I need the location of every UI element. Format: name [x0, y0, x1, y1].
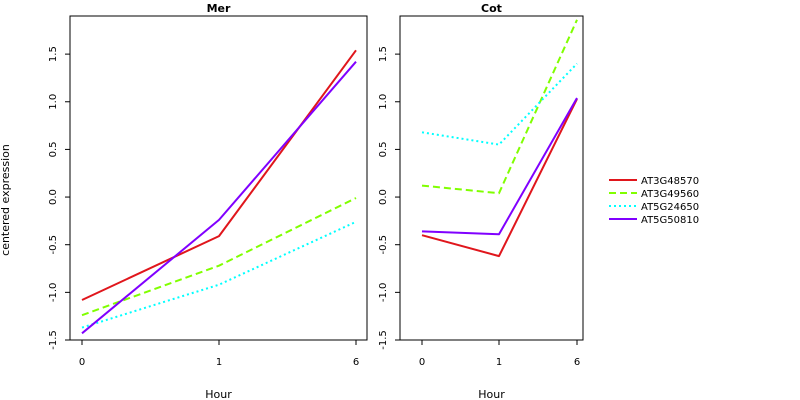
x-tick-label: 6 [353, 357, 359, 368]
legend-label: AT3G49560 [641, 189, 699, 200]
y-tick-label: -1.5 [378, 330, 389, 350]
legend-label: AT3G48570 [641, 176, 699, 187]
y-tick-label: -1.0 [378, 283, 389, 303]
series-line-at3g49560 [421, 19, 578, 195]
x-tick-label: 0 [419, 357, 425, 368]
series-line-at5g50810 [81, 61, 357, 335]
chart-panels: Mer -1.5 -1.0 -0.5 0.0 0.5 1.0 1.5 0 1 6 Hour Cot -1.… [48, 2, 584, 400]
y-tick-label: 1.5 [378, 46, 389, 62]
series-line-at3g48570 [421, 98, 578, 258]
y-axis-title: centered expression [0, 144, 12, 256]
series-line-at3g49560 [81, 197, 357, 317]
panel-mer: Mer -1.5 -1.0 -0.5 0.0 0.5 1.0 1.5 0 1 6 Hour [48, 2, 368, 400]
y-tick-label: -0.5 [48, 235, 59, 255]
y-tick-label: 0.5 [48, 141, 59, 157]
panel-title: Mer [207, 2, 231, 15]
legend-label: AT5G50810 [641, 215, 699, 226]
legend-item: AT5G50810 [609, 215, 699, 226]
series-line-at5g24650 [81, 220, 357, 329]
legend-item: AT3G49560 [609, 189, 699, 200]
y-tick-label: 1.0 [378, 94, 389, 110]
plot-frame [399, 15, 584, 341]
series-line-at5g50810 [421, 97, 578, 236]
y-tick-label: 0.0 [48, 189, 59, 205]
x-tick-label: 1 [216, 357, 222, 368]
panel-cot: Cot -1.5 -1.0 -0.5 0.0 0.5 1.0 1.5 0 1 6 Hour [378, 2, 584, 400]
y-tick-label: -0.5 [378, 235, 389, 255]
series-line-at5g24650 [421, 62, 578, 146]
y-tick-label: 1.0 [48, 94, 59, 110]
x-tick-label: 0 [79, 357, 85, 368]
legend-item: AT3G48570 [609, 176, 699, 187]
legend-label: AT5G24650 [641, 202, 699, 213]
y-tick-label: -1.5 [48, 330, 59, 350]
panel-title: Cot [481, 2, 502, 15]
x-tick-label: 6 [574, 357, 580, 368]
x-axis-title: Hour [205, 388, 232, 400]
y-tick-label: -1.0 [48, 283, 59, 303]
legend: AT3G48570 AT3G49560 AT5G24650 AT5G50810 [609, 176, 699, 226]
x-tick-label: 1 [496, 357, 502, 368]
x-axis-title: Hour [478, 388, 505, 400]
y-tick-label: 1.5 [48, 46, 59, 62]
y-tick-label: 0.0 [378, 189, 389, 205]
legend-item: AT5G24650 [609, 202, 699, 213]
series-line-at3g48570 [81, 49, 357, 301]
y-tick-label: 0.5 [378, 141, 389, 157]
plot-frame [69, 15, 368, 341]
